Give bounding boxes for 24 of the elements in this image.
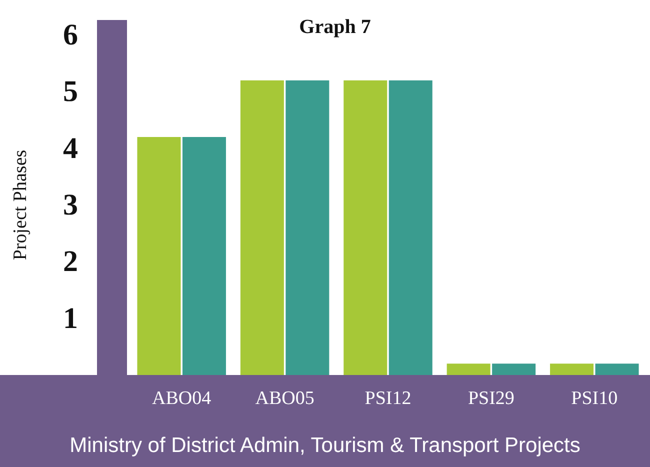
y-tick-label: 3 xyxy=(63,188,78,222)
x-tick-label: PSI29 xyxy=(468,388,514,409)
y-tick-label: 6 xyxy=(63,18,78,52)
y-axis-title: Project Phases xyxy=(10,150,31,260)
y-tick-label: 2 xyxy=(63,245,78,278)
x-tick-label: ABO04 xyxy=(152,388,212,409)
x-tick-label: PSI10 xyxy=(571,388,618,409)
x-tick-label: ABO05 xyxy=(255,388,314,409)
y-tick-label: 4 xyxy=(63,132,78,165)
bar xyxy=(286,80,330,375)
x-tick-label: PSI12 xyxy=(364,388,412,409)
bar xyxy=(446,364,490,375)
y-tick-label: 1 xyxy=(63,302,78,335)
y-tick-label: 5 xyxy=(63,75,78,108)
bar xyxy=(240,80,284,375)
text: Ministry of District Admin, Tourism & Transport Projects xyxy=(70,434,580,457)
bar xyxy=(137,137,181,375)
bar xyxy=(388,80,432,375)
bar xyxy=(550,364,594,375)
bar xyxy=(595,364,639,375)
bar xyxy=(182,137,226,375)
bar xyxy=(492,364,536,375)
bar xyxy=(344,80,388,375)
chart-title: Graph 7 xyxy=(299,16,371,38)
